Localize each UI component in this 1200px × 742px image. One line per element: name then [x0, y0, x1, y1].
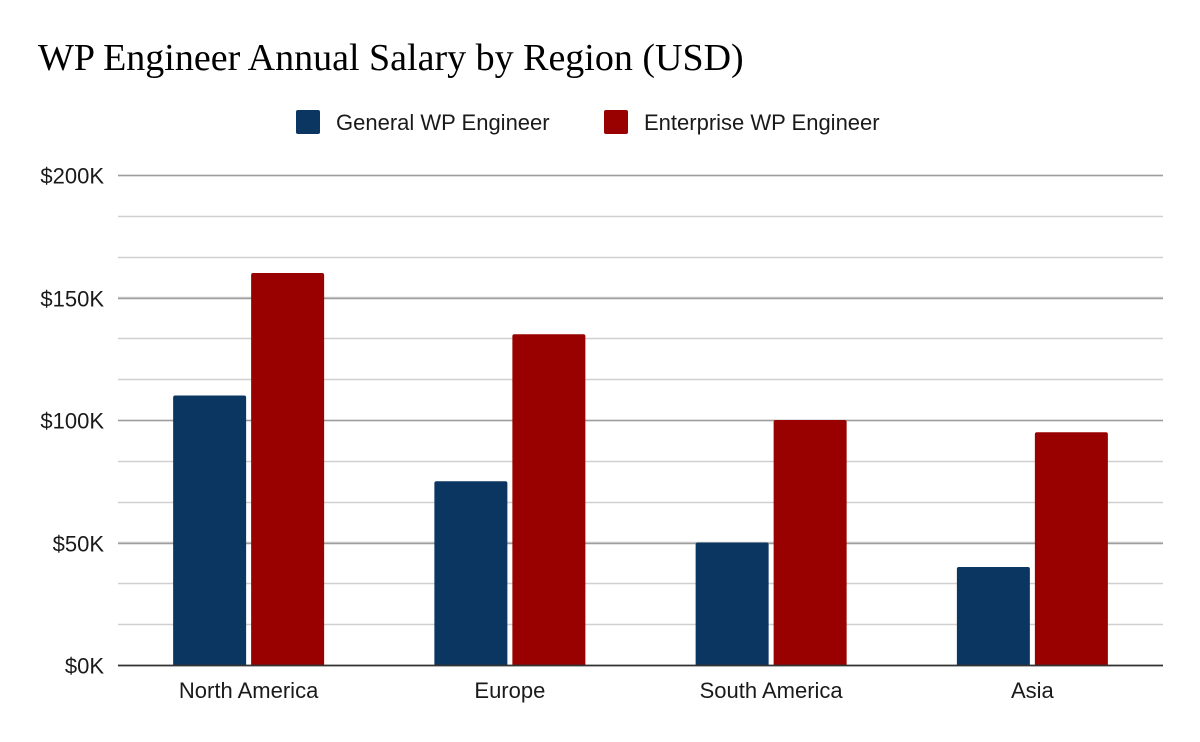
bar-enterprise-wp-engineer: [512, 334, 586, 665]
x-category-label: North America: [179, 678, 319, 703]
x-category-label: Asia: [1011, 678, 1055, 703]
x-category-label: South America: [700, 678, 844, 703]
y-tick-label: $50K: [53, 532, 105, 557]
y-tick-label: $150K: [40, 287, 104, 312]
bar-general-wp-engineer: [434, 481, 508, 665]
bar-general-wp-engineer: [173, 395, 247, 665]
bar-enterprise-wp-engineer: [1034, 432, 1108, 665]
legend-swatch: [296, 110, 320, 134]
legend-swatch: [604, 110, 628, 134]
y-tick-label: $200K: [40, 164, 104, 189]
bars: [173, 273, 1108, 665]
legend: General WP Engineer Enterprise WP Enginee…: [296, 110, 880, 135]
x-category-label: Europe: [474, 678, 545, 703]
bar-enterprise-wp-engineer: [773, 420, 847, 665]
legend-label: General WP Engineer: [336, 110, 550, 135]
bar-enterprise-wp-engineer: [251, 273, 325, 665]
bar-general-wp-engineer: [956, 567, 1030, 665]
y-tick-label: $0K: [65, 654, 104, 679]
legend-label: Enterprise WP Engineer: [644, 110, 880, 135]
bar-general-wp-engineer: [695, 542, 769, 665]
axes: $0K $50K $100K $150K $200K North America Europ…: [40, 164, 1163, 703]
y-tick-label: $100K: [40, 409, 104, 434]
chart-title: WP Engineer Annual Salary by Region (USD…: [38, 37, 744, 79]
